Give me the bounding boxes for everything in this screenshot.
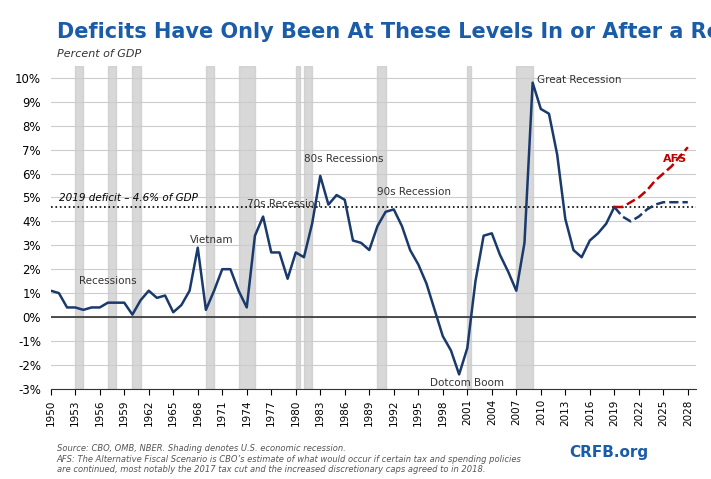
Bar xyxy=(132,66,141,389)
Text: Source: CBO, OMB, NBER. Shading denotes U.S. economic recession.
AFS: The Altern: Source: CBO, OMB, NBER. Shading denotes … xyxy=(57,445,522,474)
Text: Dotcom Boom: Dotcom Boom xyxy=(430,378,504,388)
Bar xyxy=(75,66,83,389)
Text: CRFB.org: CRFB.org xyxy=(569,445,648,460)
Text: 80s Recessions: 80s Recessions xyxy=(304,154,383,164)
Bar xyxy=(516,66,533,389)
Bar xyxy=(108,66,116,389)
Bar xyxy=(206,66,214,389)
Bar xyxy=(239,66,255,389)
Text: AFS: AFS xyxy=(663,154,688,164)
Text: 2019 deficit – 4.6% of GDP: 2019 deficit – 4.6% of GDP xyxy=(59,194,198,204)
Text: 90s Recession: 90s Recession xyxy=(378,187,451,197)
Bar xyxy=(296,66,300,389)
Text: Great Recession: Great Recession xyxy=(537,75,621,85)
Text: Percent of GDP: Percent of GDP xyxy=(57,49,141,59)
Bar xyxy=(378,66,385,389)
Text: Recessions: Recessions xyxy=(80,276,137,286)
Text: Vietnam: Vietnam xyxy=(190,235,233,245)
Text: Deficits Have Only Been At These Levels In or After a Recession: Deficits Have Only Been At These Levels … xyxy=(57,22,711,42)
Text: 70s Recession: 70s Recession xyxy=(247,199,321,209)
Bar xyxy=(467,66,471,389)
Bar xyxy=(304,66,312,389)
